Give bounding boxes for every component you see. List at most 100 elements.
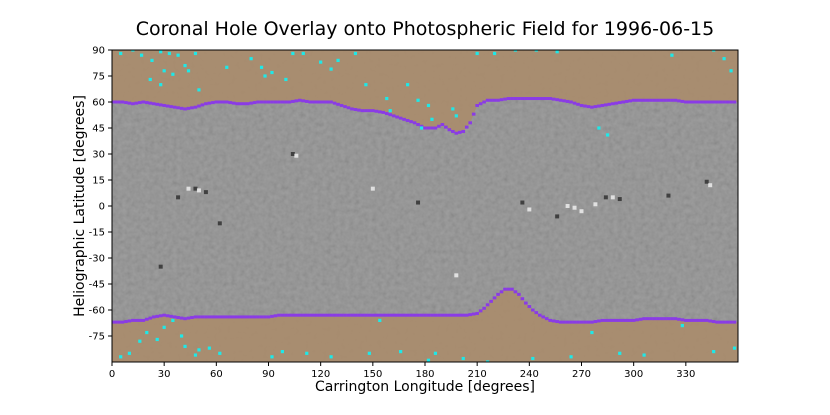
magnetic-feature [196,188,201,193]
north-boundary-marker [117,100,121,104]
south-boundary-marker [322,313,326,317]
south-boundary-marker [353,313,358,317]
south-boundary-marker [607,318,612,322]
south-boundary-marker [336,313,340,317]
south-boundary-marker [190,316,194,320]
north-boundary-marker [670,98,674,102]
south-boundary-marker [388,313,393,317]
south-boundary-marker [235,315,239,319]
south-boundary-marker [590,320,594,324]
north-boundary-marker [464,125,469,129]
north-boundary-marker [395,115,399,119]
north-boundary-marker [604,103,608,107]
open-field-point [513,50,518,52]
north-boundary-marker [471,112,476,116]
north-boundary-marker [684,100,688,104]
open-field-point [454,114,458,118]
south-boundary-marker [134,318,139,322]
south-boundary-marker [263,315,267,319]
north-boundary-marker [172,105,177,109]
north-boundary-marker [635,98,639,102]
south-boundary-marker [597,319,601,323]
south-boundary-marker [475,311,479,315]
south-boundary-marker [621,318,626,322]
open-field-point [138,339,142,343]
south-boundary-marker [419,313,424,317]
north-boundary-marker [371,109,375,113]
south-boundary-marker [360,313,365,317]
magnetic-feature [555,214,560,219]
magnetic-feature [579,209,584,214]
open-field-point [131,50,135,52]
x-tick-label: 180 [415,369,434,380]
magnetic-feature [217,221,222,226]
south-boundary-marker [600,318,605,322]
north-boundary-marker [405,118,410,122]
open-field-point [426,103,431,108]
south-boundary-marker [169,314,173,318]
south-boundary-marker [624,318,629,322]
north-boundary-marker [444,125,448,129]
north-boundary-marker [238,102,243,106]
north-boundary-marker [673,98,678,102]
magnetic-feature [617,197,622,202]
north-boundary-marker [124,101,128,105]
open-field-point [329,355,333,359]
north-boundary-marker [221,100,226,104]
north-boundary-marker [645,98,650,102]
south-boundary-marker [534,311,539,315]
south-boundary-marker [112,320,114,324]
open-field-point [193,51,198,56]
south-boundary-marker [277,313,281,317]
north-boundary-marker [468,121,473,125]
open-field-point [388,109,392,113]
north-boundary-marker [457,130,462,134]
x-tick-label: 150 [363,369,382,380]
magnetic-feature [527,207,532,212]
open-field-point [218,351,222,355]
south-boundary-marker [482,306,486,310]
south-boundary-marker [513,290,518,294]
north-boundary-marker [165,104,170,108]
north-boundary-marker [656,98,660,102]
south-boundary-marker [628,318,632,322]
open-field-point [712,350,716,354]
south-boundary-marker [412,313,417,317]
north-boundary-marker [419,124,424,128]
open-field-point [399,350,403,354]
north-boundary-marker [155,102,160,106]
y-axis-ticks: 90 75 60 45 30 15 0 -15 -30 -45 -60 -75 [89,46,112,343]
north-boundary-marker [492,98,497,102]
north-boundary-marker [617,101,622,105]
south-boundary-marker [162,313,166,317]
open-field-point [171,72,175,76]
south-boundary-marker [287,313,292,317]
north-boundary-marker [517,97,521,101]
open-field-point [416,98,420,102]
south-boundary-marker [165,314,170,318]
north-boundary-marker [475,103,479,107]
south-boundary-marker [548,318,552,322]
south-boundary-marker [155,314,160,318]
north-boundary-marker [183,107,187,111]
north-boundary-marker [308,100,313,104]
north-boundary-marker [426,126,431,130]
north-boundary-marker [704,100,709,104]
north-boundary-marker [360,109,365,113]
north-boundary-marker [127,101,132,105]
north-boundary-marker [384,112,389,116]
south-boundary-marker [377,313,382,317]
open-field-point [249,57,253,61]
x-tick-label: 210 [468,369,487,380]
north-boundary-marker [621,100,626,104]
north-boundary-marker [680,99,685,103]
north-boundary-marker [652,98,657,102]
open-field-point [167,51,171,56]
north-boundary-marker [722,100,726,104]
north-boundary-marker [489,98,493,102]
north-boundary-marker [697,100,702,104]
y-tick-label: 0 [99,202,105,213]
open-field-point [139,53,144,57]
south-boundary-marker [670,317,674,321]
open-field-point [486,360,490,362]
